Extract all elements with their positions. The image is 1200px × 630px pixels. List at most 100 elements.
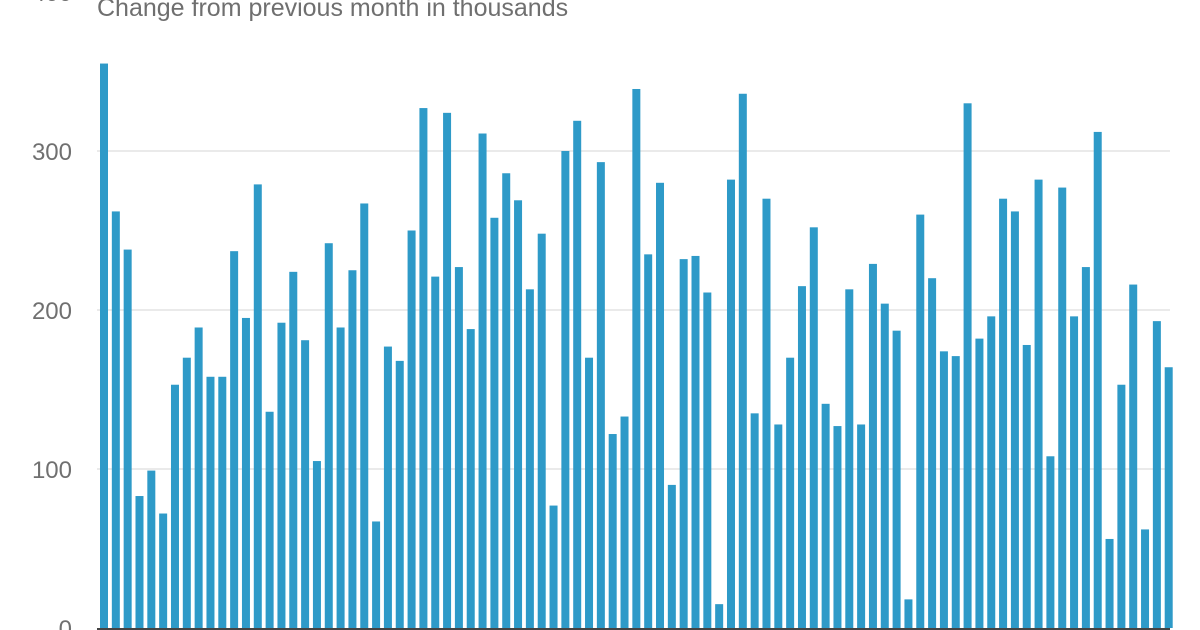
bar	[1070, 316, 1079, 628]
bar	[336, 327, 345, 628]
bar	[999, 198, 1008, 628]
bar	[454, 267, 463, 628]
bar	[324, 243, 333, 628]
bar	[537, 233, 546, 628]
bar	[573, 120, 582, 628]
bar	[951, 356, 960, 628]
bar	[159, 513, 168, 628]
bar	[135, 496, 144, 628]
bar	[703, 292, 712, 628]
bar	[928, 278, 937, 628]
bar	[738, 93, 747, 628]
bar	[786, 357, 795, 628]
bar	[880, 303, 889, 628]
bar	[549, 505, 558, 628]
bar	[111, 211, 120, 629]
bar	[206, 376, 215, 628]
bar	[241, 317, 250, 628]
bar	[1105, 538, 1114, 628]
bar	[1093, 131, 1102, 629]
bar	[194, 327, 203, 628]
bar	[987, 316, 996, 628]
bar	[182, 357, 191, 628]
bar	[585, 357, 594, 628]
bar	[1117, 384, 1126, 628]
bar	[1081, 267, 1090, 628]
bar	[1164, 367, 1173, 628]
bar	[620, 416, 629, 628]
bar	[230, 251, 239, 629]
bar	[833, 426, 842, 628]
bar	[253, 184, 262, 628]
bar	[502, 173, 511, 628]
bar	[1058, 187, 1067, 628]
y-tick-label: 200	[32, 298, 72, 325]
bar	[265, 411, 274, 628]
bar	[147, 470, 156, 628]
bar	[1010, 211, 1019, 629]
bar	[478, 133, 487, 628]
bar	[821, 403, 830, 628]
bar	[360, 203, 369, 628]
bar	[301, 340, 310, 628]
bar	[383, 346, 392, 628]
bar	[466, 329, 475, 628]
bar	[892, 330, 901, 628]
bar	[514, 200, 523, 629]
bar	[904, 599, 913, 628]
bar	[419, 108, 428, 628]
bar	[809, 227, 818, 628]
bar	[1129, 284, 1138, 628]
bar	[608, 434, 617, 628]
bar	[372, 521, 381, 628]
bar	[170, 384, 179, 628]
bar	[857, 424, 866, 628]
y-tick-label: 0	[59, 616, 72, 630]
bar	[715, 604, 724, 628]
bar	[100, 63, 108, 629]
bar	[1022, 344, 1031, 628]
bar	[667, 484, 676, 628]
y-tick-label: 400	[32, 0, 72, 7]
bar	[407, 230, 416, 628]
bar	[750, 413, 759, 628]
bar	[975, 338, 984, 628]
bar	[431, 276, 440, 628]
bar	[348, 270, 357, 628]
y-tick-label: 300	[32, 139, 72, 166]
bar	[1046, 456, 1055, 628]
bar	[762, 198, 771, 628]
bar	[525, 289, 534, 628]
bar	[916, 214, 925, 628]
bar	[123, 249, 132, 628]
bar	[395, 360, 404, 628]
bar	[443, 112, 452, 629]
bar	[596, 162, 605, 628]
bar	[939, 351, 948, 628]
bars	[100, 63, 1173, 629]
bar	[490, 217, 499, 628]
bar	[1141, 529, 1150, 628]
bar	[845, 289, 854, 628]
bar	[632, 88, 641, 629]
bar	[679, 259, 688, 628]
bar	[644, 254, 653, 628]
y-axis: 0 100 200 300 400	[32, 0, 1170, 630]
bar	[277, 322, 286, 628]
bar	[312, 461, 321, 628]
bar	[289, 271, 298, 628]
bar	[1152, 321, 1161, 628]
bar	[656, 182, 665, 629]
bar	[691, 255, 700, 628]
y-tick-label: 100	[32, 457, 72, 484]
chart-subtitle: Change from previous month in thousands	[97, 0, 569, 22]
bar	[963, 103, 972, 629]
bar	[561, 151, 570, 628]
bar	[218, 376, 227, 628]
bar	[1034, 179, 1043, 628]
bar	[774, 424, 783, 628]
bar	[797, 286, 806, 628]
bar	[726, 179, 735, 628]
